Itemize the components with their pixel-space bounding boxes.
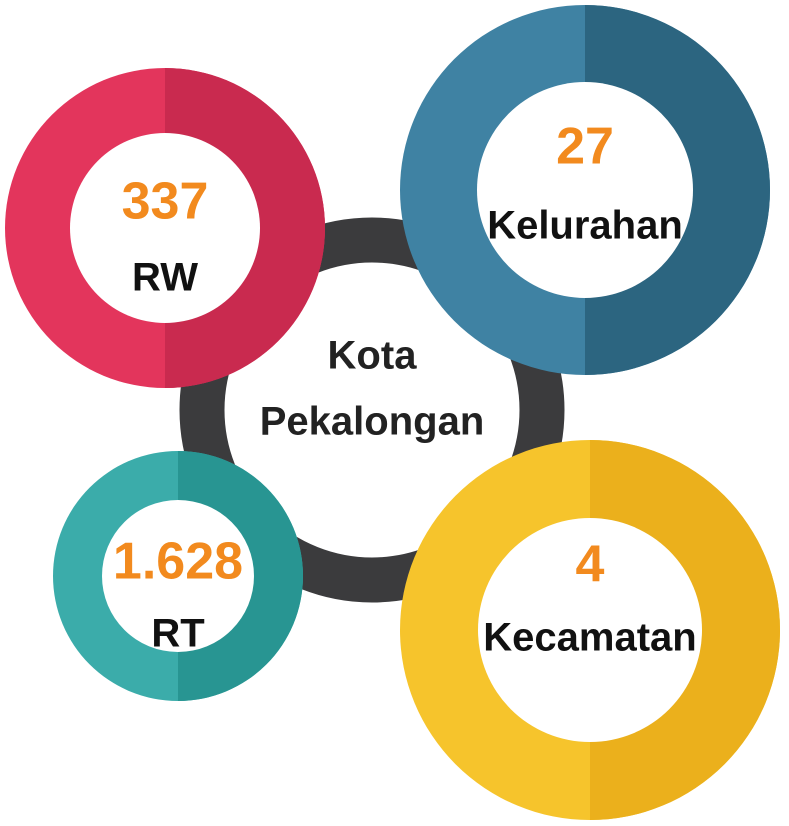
center-line: Kota	[328, 334, 418, 378]
label: Kecamatan	[483, 616, 696, 660]
label: RW	[132, 256, 198, 300]
center-disc	[225, 263, 519, 557]
label: Kelurahan	[487, 204, 683, 248]
disc	[478, 518, 702, 742]
center-ring	[179, 217, 565, 603]
disc	[477, 82, 693, 298]
center-line: Pekalongan	[260, 400, 485, 444]
count: 1.628	[113, 533, 243, 591]
count: 337	[122, 173, 209, 231]
label: RT	[151, 612, 204, 656]
disc	[102, 500, 254, 652]
disc	[70, 133, 260, 323]
count: 4	[576, 536, 605, 594]
count: 27	[556, 118, 614, 176]
